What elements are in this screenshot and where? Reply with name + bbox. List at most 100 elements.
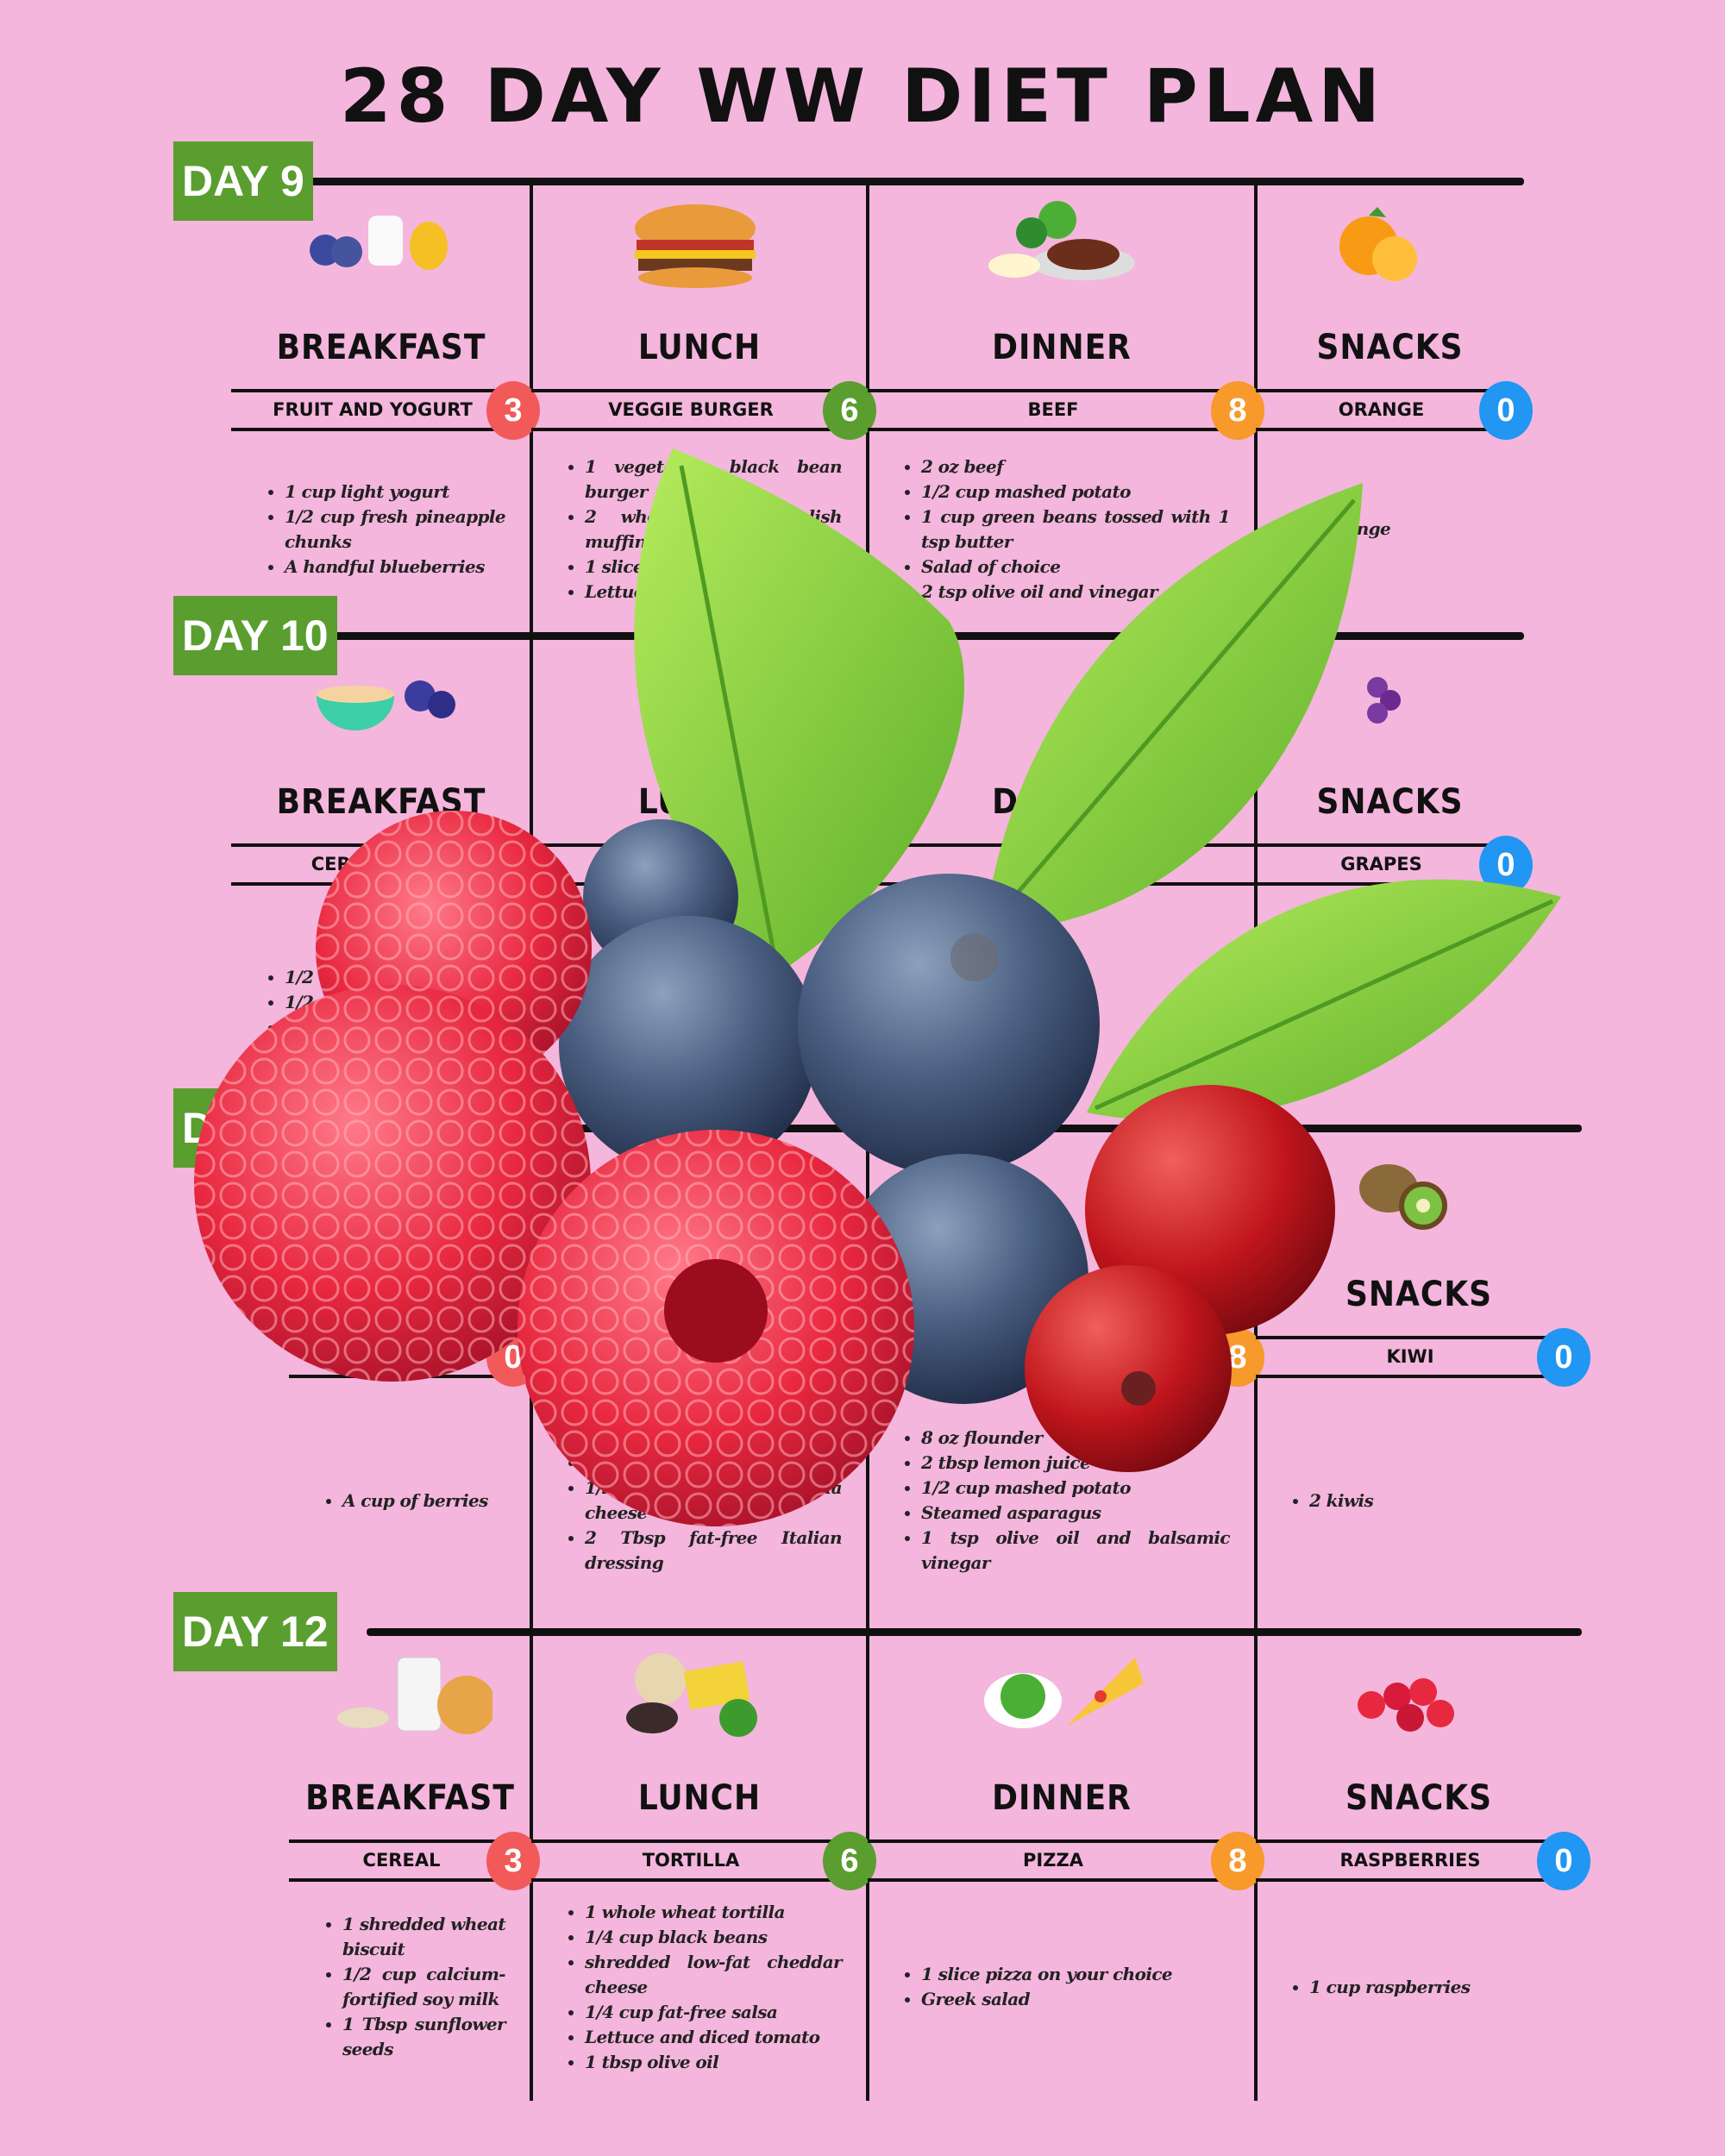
ingredient-item: 1/2 cup calcium-fortified soy milk	[342, 1962, 506, 2012]
subtitle-underline	[531, 882, 868, 886]
ingredient-list: 2 sl	[566, 894, 842, 1111]
ingredient-item: 1 whole wheat tortilla	[585, 1900, 842, 1925]
meal-lunch: LUNCH 1/10 small black olives1/2 sliced …	[531, 1128, 868, 1632]
raspberries-icon	[1358, 1678, 1454, 1732]
meal-heading: SNACKS	[1316, 782, 1464, 822]
meal-snacks: SNACKS RASPBERRIES 0 1 cup raspberries	[1256, 1632, 1590, 2101]
subtitle-underline	[868, 428, 1256, 431]
ingredient-list: 2 oz beef1/2 cup mashed potato1 cup gree…	[902, 440, 1231, 618]
meal-heading: BREAKFAST	[276, 782, 486, 822]
points-badge: 0	[1479, 381, 1533, 440]
meal-heading: SNACKS	[1345, 1275, 1493, 1314]
pizza-salad-icon	[984, 1658, 1144, 1728]
ingredient-item: 1 cup light yogurt	[285, 479, 505, 505]
steak-icon	[988, 201, 1135, 280]
ingredient-item: 1 c	[285, 1015, 505, 1040]
ingredient-item: 1 tsp olive oil and balsamic vinegar	[921, 1526, 1231, 1576]
ingredient-list: 1/2 c1/2 cup soy mi1 c	[266, 894, 505, 1111]
ingredient-list: 1 cup raspberries	[1290, 1890, 1556, 2084]
ingredient-list	[1290, 894, 1498, 1111]
ingredient-item: 1 cup green beans tossed with 1 tsp butt…	[921, 505, 1231, 555]
meal-dinner: DINNER BEEF 8 2 oz beef1/2 cup mashed po…	[868, 181, 1264, 636]
meal-lunch: LUNCH TORTILLA 6 1 whole wheat tortilla1…	[531, 1632, 876, 2101]
meal-breakfast: BREAKFAST FRUIT AND YOGURT 3 1 cup light…	[231, 181, 540, 636]
meal-name: ORANGE	[1338, 399, 1425, 420]
ingredient-item: 1/4 cup fat-free salsa	[585, 2000, 842, 2025]
meal-name: FRUIT AND YOGURT	[273, 399, 473, 420]
points-badge: 8	[1211, 381, 1264, 440]
heading-underline	[231, 843, 531, 847]
ingredient-item: 1/2 cup mashed potato	[921, 1476, 1230, 1501]
day-label: DAY 12	[173, 1592, 337, 1671]
subtitle-underline	[1256, 428, 1524, 431]
ingredient-list: 1 vegetarian black bean burger2 whole gr…	[566, 440, 843, 618]
ingredient-list: 2 kiwis	[1290, 1387, 1556, 1614]
ingredient-item: 2 oz beef	[921, 454, 1230, 479]
page-title: 28 DAY WW DIET PLAN	[339, 53, 1386, 140]
meal-snacks: SNACKS GRAPES 0	[1256, 636, 1533, 1128]
day-label: DAY 10	[173, 596, 337, 675]
meal-breakfast: BREAKFAST FR 0 A cup of berries	[289, 1128, 540, 1632]
heading-underline	[1256, 1839, 1582, 1843]
ingredient-item: Steamed asparagus	[921, 1501, 1230, 1526]
meal-heading: LUNCH	[637, 328, 762, 367]
subtitle-underline	[531, 428, 868, 431]
meal-heading: DINNER	[992, 782, 1132, 822]
day-label: DAY 9	[173, 141, 313, 221]
meal-name: KIWI	[1386, 1346, 1434, 1367]
meal-heading: DINNER	[992, 1778, 1132, 1818]
orange-icon	[1339, 207, 1417, 281]
ingredient-item: Salad of choice	[921, 555, 1230, 580]
meat-icon	[980, 653, 1144, 748]
ingredient-item: 2 whole grain English muffin	[585, 505, 843, 555]
heading-underline	[531, 389, 868, 392]
subtitle-underline	[531, 1375, 868, 1378]
ingredient-item: 10 small black olives	[585, 1451, 842, 1476]
meal-lunch: LUNCH SA 2 sl	[531, 636, 868, 1128]
points-badge: 8	[1211, 1832, 1264, 1890]
heading-underline	[868, 843, 1256, 847]
meal-heading: SNACKS	[1316, 328, 1464, 367]
ingredient-item: 1/	[585, 1426, 842, 1451]
ingredient-item: 1 Tbsp sunflower seeds	[342, 2012, 506, 2062]
meal-name: PIZZA	[1023, 1850, 1083, 1871]
ingredient-item: 1/4 cup black beans	[585, 1925, 842, 1950]
ingredient-list: 1 shredded wheat biscuit1/2 cup calcium-…	[323, 1890, 506, 2084]
heading-underline	[231, 389, 531, 392]
meal-heading: BREAKFAST	[276, 328, 486, 367]
meal-heading: DINNER	[992, 1275, 1132, 1314]
ingredient-item: 1 vegetarian black bean burger	[585, 454, 843, 505]
ingredient-list: 8 oz flounder2 tbsp lemon juice1/2 cup m…	[902, 1387, 1231, 1614]
heading-underline	[289, 1839, 531, 1843]
subtitle-underline	[868, 882, 1256, 886]
meal-heading: BREAKFAST	[305, 1275, 515, 1314]
ingredient-item: 1 slice pizza on your choice	[921, 1962, 1230, 1987]
heading-underline	[1256, 1336, 1582, 1339]
meal-lunch: LUNCH VEGGIE BURGER 6 1 vegetarian black…	[531, 181, 876, 636]
meal-breakfast: BREAKFAST CEREAL WIT 1/2 c1/2 cup soy mi…	[231, 636, 531, 1128]
burger-icon	[635, 204, 756, 288]
heading-underline	[531, 1839, 868, 1843]
subtitle-underline	[289, 1878, 531, 1882]
ingredient-list: 1 orange	[1290, 440, 1498, 618]
ingredient-item: 1/2 cup soy mi	[285, 990, 505, 1015]
points-badge: 0	[1537, 1328, 1590, 1387]
subtitle-underline	[868, 1878, 1256, 1882]
subtitle-underline	[231, 882, 531, 886]
subtitle-underline	[1256, 1375, 1582, 1378]
points-badge: 3	[486, 1832, 540, 1890]
day-divider	[367, 1628, 1582, 1636]
meal-breakfast: BREAKFAST CEREAL 3 1 shredded wheat bisc…	[289, 1632, 540, 2101]
heading-underline	[531, 1336, 868, 1339]
ingredient-item: 1 cup raspberries	[1309, 1975, 1556, 2000]
heading-underline	[868, 1336, 1256, 1339]
meal-name: GRAPES	[1340, 854, 1422, 874]
ingredient-list: 1 whole wheat tortilla1/4 cup black bean…	[566, 1890, 843, 2084]
ingredient-item: A handful blueberries	[285, 555, 505, 580]
ingredient-item: 1 tbsp olive oil	[585, 2050, 842, 2075]
ingredient-list: A cup of berries	[323, 1387, 505, 1614]
meal-snacks: SNACKS KIWI 0 2 kiwis	[1256, 1128, 1590, 1632]
ingredient-item: 1/2 sliced mozzarella cheese	[585, 1476, 843, 1526]
ingredient-item: A cup of berries	[342, 1489, 505, 1514]
milk-cookie-icon	[336, 1657, 492, 1734]
